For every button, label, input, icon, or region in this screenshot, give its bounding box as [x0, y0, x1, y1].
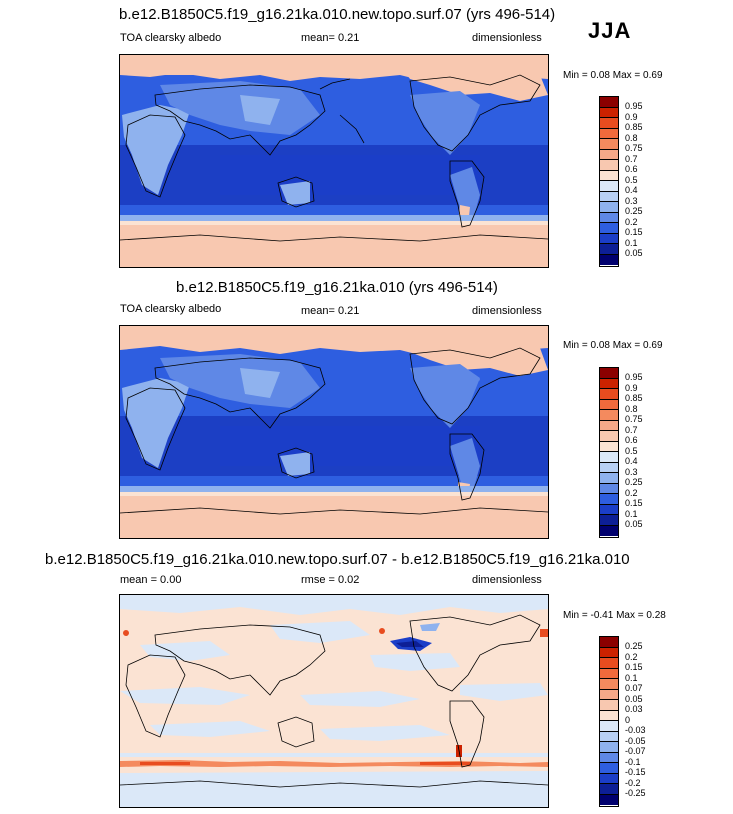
panel2-cbar-label: 0.95 [625, 372, 643, 382]
panel1-cbar-label: 0.05 [625, 248, 643, 258]
panel3-rmse-label: rmse = 0.02 [301, 574, 360, 586]
panel2-cbar-label: 0.85 [625, 393, 643, 403]
panel1-cbar-label: 0.2 [625, 217, 638, 227]
panel1-cbar-label: 0.3 [625, 196, 638, 206]
panel1-cbar-label: 0.75 [625, 143, 643, 153]
panel2-cbar-label: 0.4 [625, 456, 638, 466]
panel2-mean-label: mean= 0.21 [301, 305, 360, 317]
panel2-units-label: dimensionless [472, 305, 542, 317]
panel1-cbar-label: 0.9 [625, 112, 638, 122]
panel3-cbar-label: -0.07 [625, 746, 646, 756]
panel2-cbar-label: 0.75 [625, 414, 643, 424]
panel1-cbar-label: 0.95 [625, 101, 643, 111]
panel3-cbar-label: -0.03 [625, 725, 646, 735]
panel1-cbar-label: 0.85 [625, 122, 643, 132]
panel3-cbar-label: -0.2 [625, 778, 641, 788]
panel3-map [119, 594, 549, 808]
panel3-cbar-label: 0.15 [625, 662, 643, 672]
panel1-cbar-label: 0.8 [625, 133, 638, 143]
panel3-cbar-label: 0.05 [625, 694, 643, 704]
panel1-cbar-label: 0.5 [625, 175, 638, 185]
panel1-mean-label: mean= 0.21 [301, 32, 360, 44]
panel3-mean-label: mean = 0.00 [120, 574, 182, 586]
panel3-min-max: Min = -0.41 Max = 0.28 [563, 610, 666, 621]
panel3-title: b.e12.B1850C5.f19_g16.21ka.010.new.topo.… [45, 551, 630, 568]
panel2-map [119, 325, 549, 539]
panel1-cbar-label: 0.15 [625, 227, 643, 237]
panel3-cbar-label: -0.15 [625, 767, 646, 777]
panel3-cbar-label: 0 [625, 715, 631, 725]
panel1-cbar-label: 0.7 [625, 154, 638, 164]
panel1-cbar-label: 0.6 [625, 164, 638, 174]
panel3-units-label: dimensionless [472, 574, 542, 586]
panel3-colorbar [599, 636, 619, 807]
panel2-cbar-label: 0.2 [625, 488, 638, 498]
season-label: JJA [588, 18, 632, 43]
panel1-cbar-label: 0.1 [625, 238, 638, 248]
panel1-map [119, 54, 549, 268]
panel2-cbar-label: 0.9 [625, 383, 638, 393]
panel3-cbar-label: -0.25 [625, 788, 646, 798]
panel1-cbar-label: 0.4 [625, 185, 638, 195]
panel2-cbar-label: 0.7 [625, 425, 638, 435]
panel1-title: b.e12.B1850C5.f19_g16.21ka.010.new.topo.… [119, 6, 556, 23]
panel2-title: b.e12.B1850C5.f19_g16.21ka.010 (yrs 496-… [176, 279, 498, 296]
panel3-cbar-label: -0.05 [625, 736, 646, 746]
panel3-cbar-label: 0.1 [625, 673, 638, 683]
panel1-units-label: dimensionless [472, 32, 542, 44]
panel2-variable-label: TOA clearsky albedo [120, 303, 222, 315]
panel3-cbar-label: -0.1 [625, 757, 641, 767]
panel1-variable-label: TOA clearsky albedo [120, 32, 222, 44]
panel2-cbar-label: 0.25 [625, 477, 643, 487]
panel1-colorbar [599, 96, 619, 267]
panel2-cbar-label: 0.3 [625, 467, 638, 477]
panel2-min-max: Min = 0.08 Max = 0.69 [563, 340, 663, 351]
panel1-cbar-label: 0.25 [625, 206, 643, 216]
panel3-cbar-label: 0.2 [625, 652, 638, 662]
panel2-cbar-label: 0.05 [625, 519, 643, 529]
panel3-cbar-label: 0.07 [625, 683, 643, 693]
panel2-cbar-label: 0.1 [625, 509, 638, 519]
panel3-cbar-label: 0.25 [625, 641, 643, 651]
panel3-cbar-label: 0.03 [625, 704, 643, 714]
panel2-cbar-label: 0.6 [625, 435, 638, 445]
panel2-colorbar [599, 367, 619, 538]
panel1-min-max: Min = 0.08 Max = 0.69 [563, 70, 663, 81]
panel2-cbar-label: 0.5 [625, 446, 638, 456]
panel2-cbar-label: 0.8 [625, 404, 638, 414]
panel2-cbar-label: 0.15 [625, 498, 643, 508]
